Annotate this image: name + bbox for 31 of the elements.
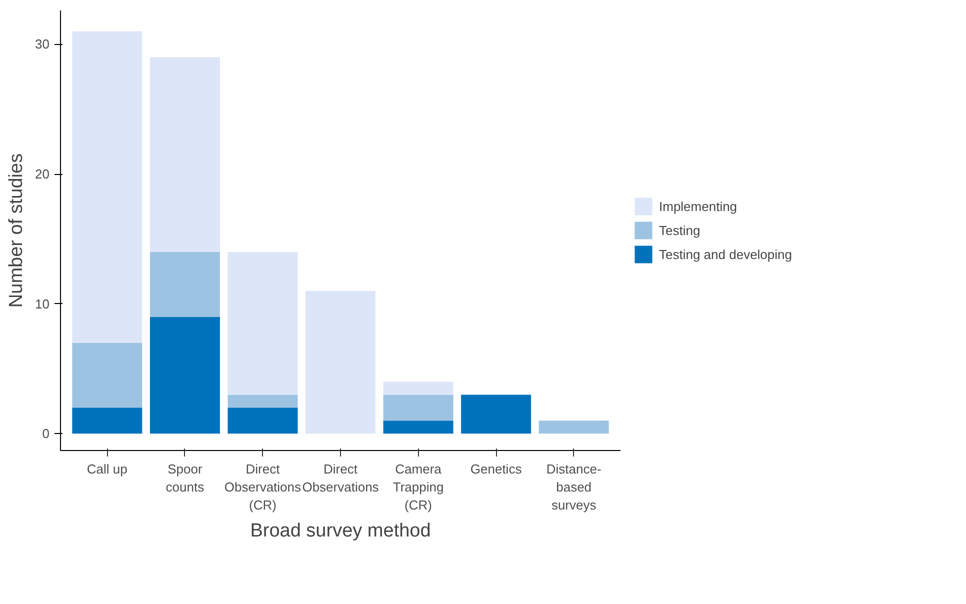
x-tick-label: Genetics [470,462,522,476]
legend-label: Implementing [659,198,738,214]
bar [228,252,298,395]
x-tick-label: Direct Observations [302,462,380,494]
x-tick-label: Spoor counts [166,462,205,494]
bar [538,420,609,434]
x-tick-label: Distance- based surveys [546,462,602,512]
bar [383,382,454,395]
x-tick-label: Direct Observations (CR) [224,462,302,512]
legend-label: Testing and developing [659,246,792,262]
bar [150,57,220,252]
bar [383,420,454,434]
y-axis-title: Number of studies [6,153,28,308]
bar [72,342,142,408]
bar [72,31,142,343]
legend-label: Testing [659,222,700,238]
bar [150,252,220,317]
bar [228,394,298,408]
bar [383,394,454,421]
y-tick-label: 10 [35,296,50,312]
bar [306,290,376,434]
y-tick-label: 0 [42,426,50,442]
bar [461,394,532,434]
bar [228,408,298,434]
y-tick-label: 20 [35,166,50,182]
x-tick-label: Call up [86,462,128,476]
x-tick-label: Camera Trapping (CR) [392,462,444,512]
y-tick-label: 30 [35,36,50,52]
bar [150,316,220,434]
x-axis-title: Broad survey method [250,520,431,542]
bar [72,408,142,434]
